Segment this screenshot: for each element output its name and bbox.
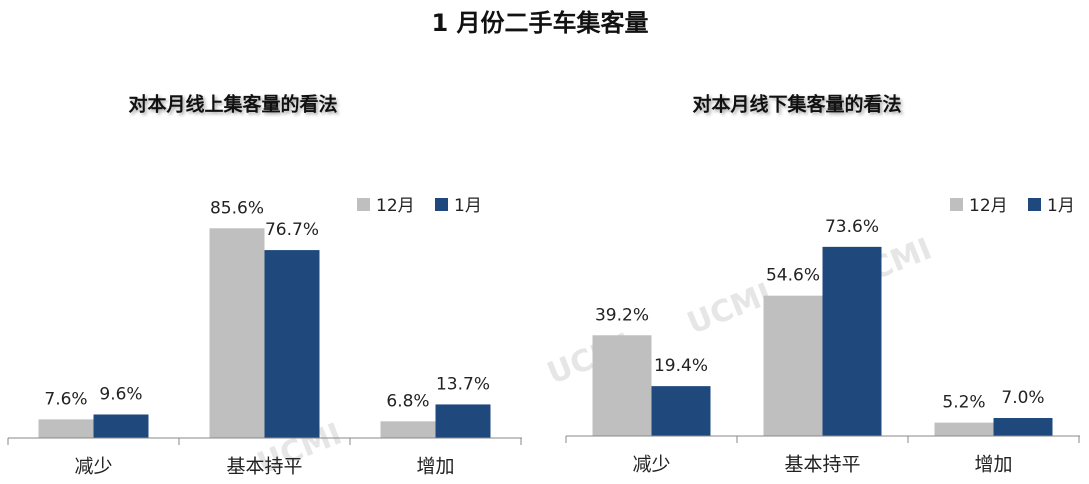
legend-label: 1月 [1047, 196, 1075, 216]
chart-title: 对本月线下集客量的看法 [692, 93, 901, 116]
x-tick-label: 减少 [632, 454, 670, 476]
bar [592, 335, 652, 436]
value-label: 6.8% [386, 391, 429, 411]
value-label: 7.6% [44, 389, 87, 409]
value-label: 73.6% [825, 217, 879, 237]
chart-title: 对本月线上集客量的看法 [128, 93, 337, 116]
bar [264, 250, 320, 438]
x-tick-label: 增加 [974, 454, 1012, 476]
value-label: 54.6% [766, 266, 820, 286]
bar [651, 386, 711, 436]
x-tick-label: 基本持平 [226, 456, 302, 478]
legend-label: 12月 [969, 196, 1008, 216]
legend-label: 1月 [454, 196, 482, 216]
legend-swatch [950, 198, 963, 211]
value-label: 13.7% [436, 374, 490, 394]
legend-swatch [357, 198, 370, 211]
bar [822, 246, 882, 436]
value-label: 85.6% [210, 198, 264, 218]
bar [209, 228, 265, 438]
value-label: 9.6% [99, 384, 142, 404]
x-tick-label: 基本持平 [784, 454, 860, 476]
main-title: 1 月份二手车集客量 [431, 9, 648, 37]
bar [380, 421, 436, 438]
legend-swatch [1028, 198, 1041, 211]
bar [934, 422, 994, 436]
bar [93, 414, 149, 438]
watermark: UCMI [683, 276, 777, 341]
x-tick-label: 减少 [74, 456, 112, 478]
value-label: 7.0% [1001, 388, 1044, 408]
value-label: 19.4% [654, 356, 708, 376]
bar [763, 295, 823, 436]
x-tick-label: 增加 [416, 456, 454, 478]
legend-label: 12月 [376, 196, 415, 216]
value-label: 39.2% [595, 305, 649, 325]
bar [38, 419, 94, 438]
bar [435, 404, 491, 438]
legend-swatch [435, 198, 448, 211]
value-label: 5.2% [942, 393, 985, 413]
value-label: 76.7% [265, 220, 319, 240]
bar [993, 418, 1053, 436]
